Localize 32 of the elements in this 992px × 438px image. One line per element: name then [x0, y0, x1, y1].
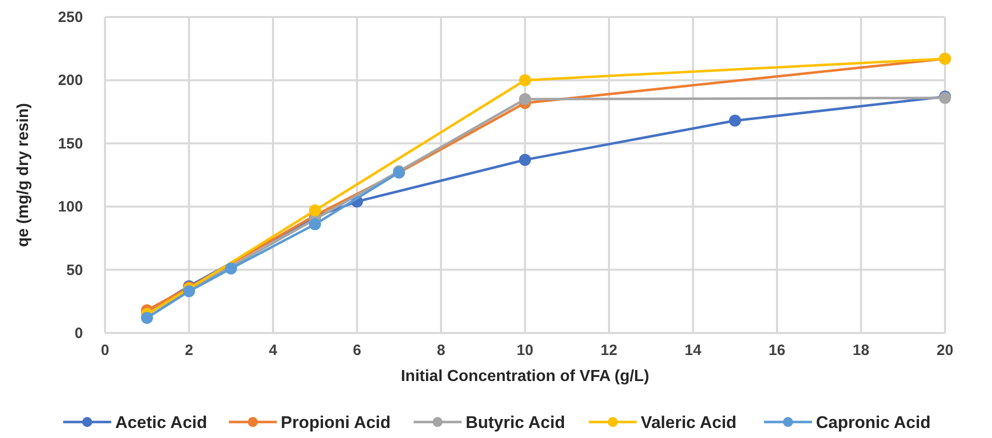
- x-tick-label: 16: [768, 342, 786, 359]
- point: [309, 218, 321, 230]
- x-tick-label: 20: [936, 342, 954, 359]
- legend-label: Butyric Acid: [466, 413, 566, 432]
- legend-label: Valeric Acid: [640, 413, 737, 432]
- y-tick-label: 150: [58, 135, 83, 152]
- y-tick-label: 200: [58, 72, 83, 90]
- y-tick-label: 250: [58, 9, 83, 26]
- x-tick-label: 0: [100, 342, 110, 359]
- x-tick-label: 18: [852, 342, 870, 359]
- point: [519, 93, 531, 106]
- x-tick-label: 6: [352, 342, 362, 359]
- y-tick-label: 50: [66, 262, 83, 279]
- legend-label: Capronic Acid: [816, 413, 931, 432]
- y-tick-label: 0: [74, 325, 83, 342]
- x-tick-label: 8: [436, 342, 446, 359]
- point: [141, 312, 153, 324]
- point: [519, 74, 531, 86]
- y-tick-label: 100: [58, 198, 83, 216]
- x-axis-title: Initial Concentration of VFA (g/L): [400, 368, 650, 385]
- x-tick-label: 10: [516, 342, 534, 359]
- point: [729, 114, 741, 127]
- x-tick-label: 14: [684, 342, 702, 359]
- point: [309, 204, 321, 216]
- legend-label: Propioni Acid: [280, 413, 391, 432]
- x-tick-label: 4: [268, 342, 278, 359]
- legend-label: Acetic Acid: [115, 413, 208, 432]
- x-tick-label: 2: [184, 342, 194, 359]
- point: [519, 154, 531, 166]
- y-axis-title: qe (mg/g dry resin): [15, 102, 32, 248]
- x-tick-label: 12: [600, 342, 618, 359]
- point: [225, 262, 237, 275]
